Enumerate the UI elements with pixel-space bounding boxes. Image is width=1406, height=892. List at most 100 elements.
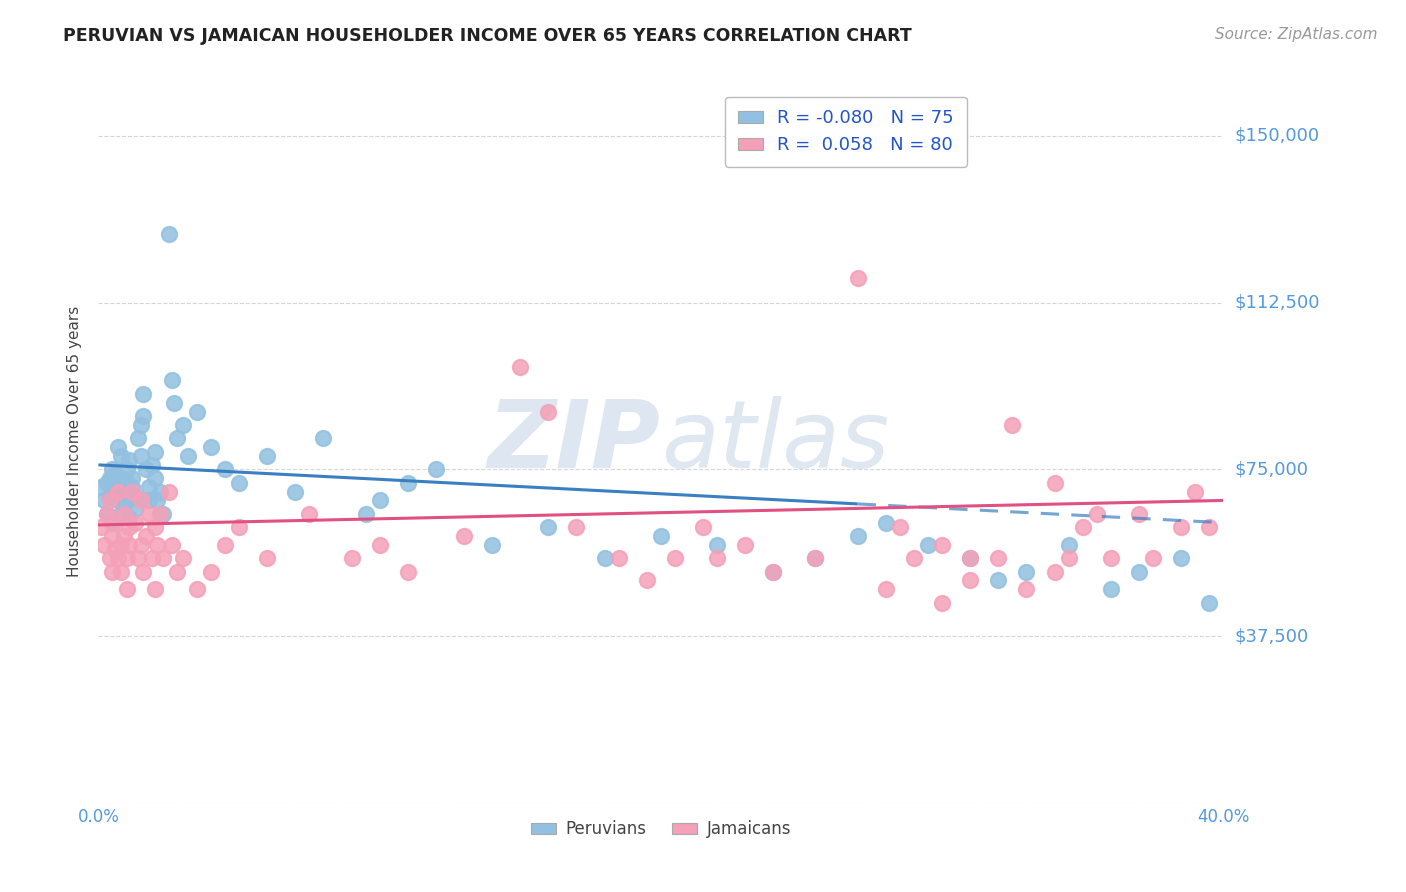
Text: $37,500: $37,500 <box>1234 627 1309 645</box>
Point <box>172 417 194 432</box>
Point <box>104 467 127 481</box>
Point <box>96 507 118 521</box>
Point <box>96 475 118 490</box>
Point <box>1128 565 1150 579</box>
Point <box>166 565 188 579</box>
Point <box>112 484 135 499</box>
Point <box>537 520 560 534</box>
Point <box>138 493 160 508</box>
Point <box>110 471 132 485</box>
Point <box>132 409 155 423</box>
Point <box>917 538 939 552</box>
Point <box>607 551 630 566</box>
Point <box>107 440 129 454</box>
Point <box>115 551 138 566</box>
Point <box>149 484 172 499</box>
Point <box>200 565 222 579</box>
Point <box>118 538 141 552</box>
Text: $75,000: $75,000 <box>1234 460 1309 478</box>
Point <box>96 507 118 521</box>
Point <box>152 507 174 521</box>
Point <box>112 498 135 512</box>
Point <box>115 582 138 597</box>
Point <box>1015 582 1038 597</box>
Point <box>135 529 157 543</box>
Point <box>121 471 143 485</box>
Point <box>636 574 658 588</box>
Point <box>141 458 163 472</box>
Point <box>107 484 129 499</box>
Point <box>1043 565 1066 579</box>
Point <box>692 520 714 534</box>
Point <box>121 480 143 494</box>
Point <box>1184 484 1206 499</box>
Point <box>987 574 1010 588</box>
Point <box>1085 507 1108 521</box>
Point <box>284 484 307 499</box>
Point <box>200 440 222 454</box>
Point <box>104 542 127 557</box>
Point <box>110 538 132 552</box>
Point <box>1198 520 1220 534</box>
Point <box>93 493 115 508</box>
Point <box>118 520 141 534</box>
Point <box>124 516 146 530</box>
Point <box>172 551 194 566</box>
Point <box>734 538 756 552</box>
Point <box>104 516 127 530</box>
Point <box>138 480 160 494</box>
Point <box>110 565 132 579</box>
Point <box>354 507 377 521</box>
Point <box>875 516 897 530</box>
Point <box>875 582 897 597</box>
Point <box>112 529 135 543</box>
Point <box>138 507 160 521</box>
Point <box>115 493 138 508</box>
Point <box>1071 520 1094 534</box>
Point <box>481 538 503 552</box>
Point <box>762 565 785 579</box>
Point <box>186 404 208 418</box>
Point <box>90 480 112 494</box>
Point <box>129 449 152 463</box>
Text: ZIP: ZIP <box>488 395 661 488</box>
Point <box>931 538 953 552</box>
Point <box>143 444 166 458</box>
Point <box>931 596 953 610</box>
Point <box>157 484 180 499</box>
Point <box>256 449 278 463</box>
Legend: Peruvians, Jamaicans: Peruvians, Jamaicans <box>524 814 797 845</box>
Point <box>1057 538 1080 552</box>
Point <box>157 227 180 241</box>
Point <box>1198 596 1220 610</box>
Point <box>1043 475 1066 490</box>
Point <box>396 475 419 490</box>
Point <box>1170 520 1192 534</box>
Point <box>537 404 560 418</box>
Point <box>115 462 138 476</box>
Point <box>368 493 391 508</box>
Point <box>565 520 588 534</box>
Point <box>143 582 166 597</box>
Point <box>368 538 391 552</box>
Point <box>107 493 129 508</box>
Y-axis label: Householder Income Over 65 years: Householder Income Over 65 years <box>67 306 83 577</box>
Point <box>509 360 531 375</box>
Point <box>846 271 869 285</box>
Point <box>298 507 321 521</box>
Point <box>214 462 236 476</box>
Point <box>101 565 124 579</box>
Point <box>115 475 138 490</box>
Point <box>228 475 250 490</box>
Point <box>98 493 121 508</box>
Point <box>214 538 236 552</box>
Point <box>129 417 152 432</box>
Point <box>160 373 183 387</box>
Point <box>593 551 616 566</box>
Point <box>256 551 278 566</box>
Point <box>127 551 149 566</box>
Point <box>132 386 155 401</box>
Point <box>425 462 447 476</box>
Point <box>101 462 124 476</box>
Point <box>889 520 911 534</box>
